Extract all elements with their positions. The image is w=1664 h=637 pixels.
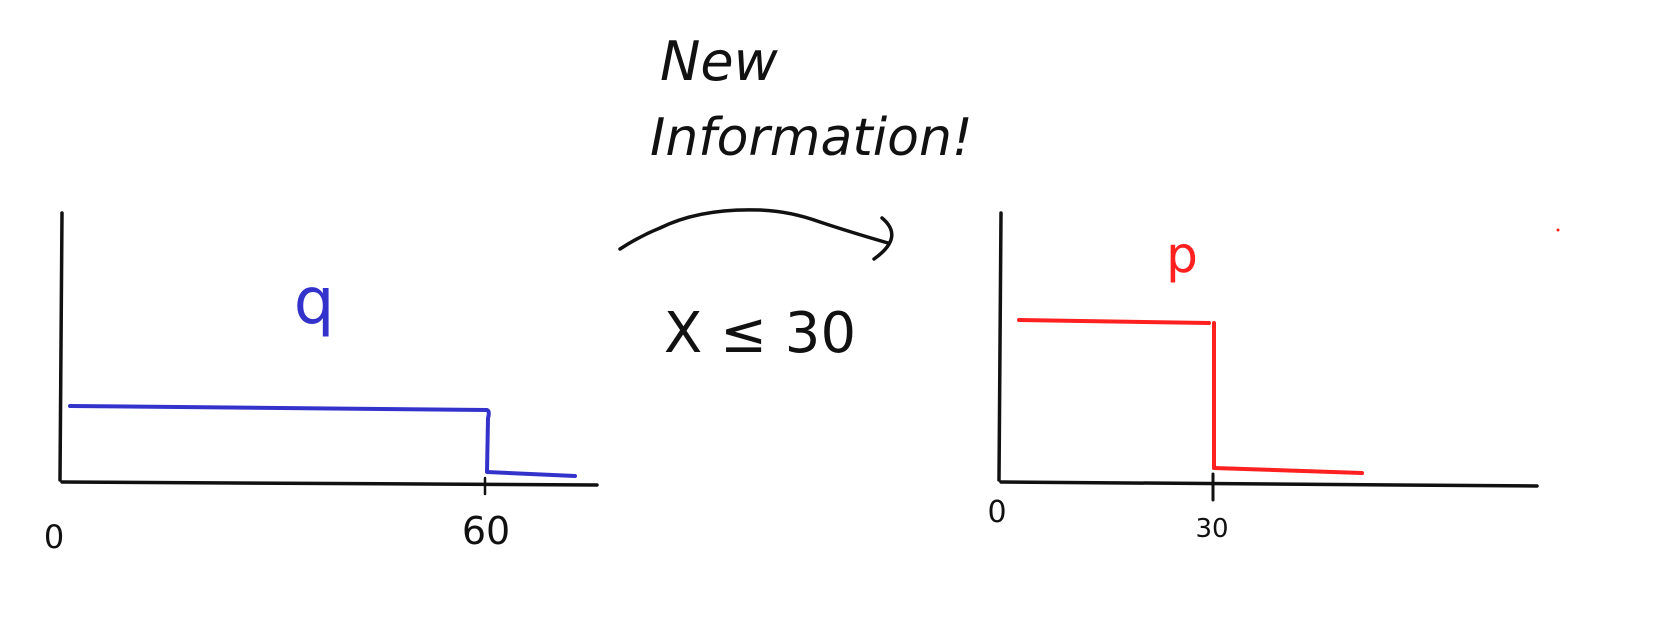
left-tick-label-60: 60 xyxy=(462,509,510,553)
annotation-information: Information! xyxy=(650,108,973,168)
p-label: p xyxy=(1166,226,1198,284)
right-x-axis xyxy=(999,480,1539,488)
q-label: q xyxy=(294,265,335,339)
stray-dot xyxy=(1556,228,1560,232)
condition-label: X ≤ 30 xyxy=(664,301,856,366)
left-plot: q 0 60 xyxy=(44,211,599,556)
right-tick-label-0: 0 xyxy=(987,495,1006,530)
left-tick-label-0: 0 xyxy=(44,518,64,556)
left-y-axis xyxy=(58,211,64,482)
transition-annotation: New Information! X ≤ 30 xyxy=(618,30,973,366)
annotation-new: New xyxy=(660,30,779,93)
right-y-axis xyxy=(997,211,1003,482)
transition-arrowhead xyxy=(872,216,894,261)
right-plot: p 0 30 xyxy=(987,211,1539,544)
left-x-axis xyxy=(60,480,599,487)
transition-arrow xyxy=(618,208,890,251)
right-tick-label-30: 30 xyxy=(1195,514,1228,544)
p-density-curve xyxy=(1017,318,1364,475)
q-density-curve xyxy=(68,404,577,478)
